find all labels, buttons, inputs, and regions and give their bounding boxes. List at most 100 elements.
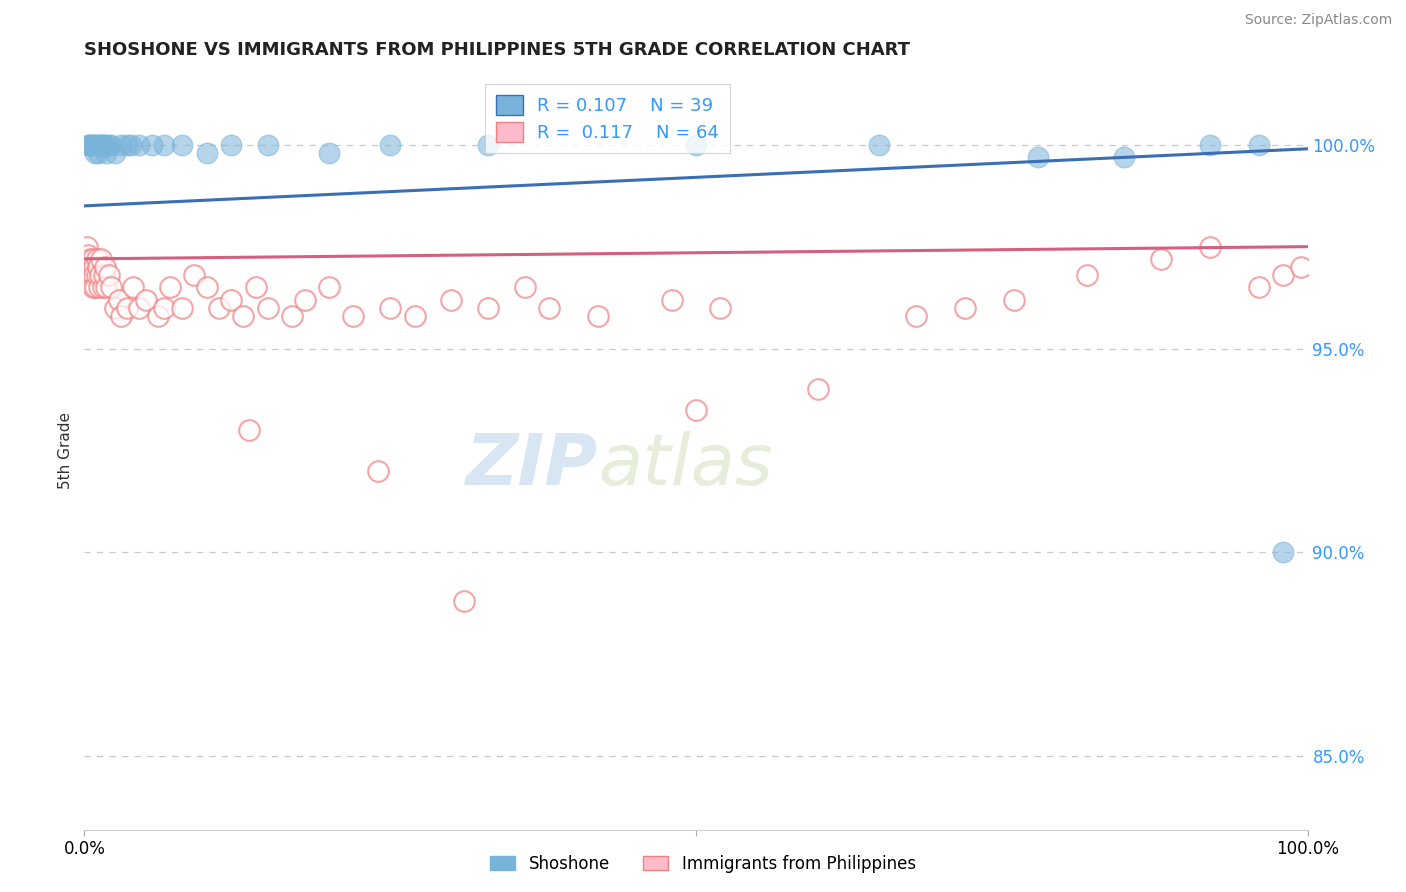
Point: [110, 137, 132, 152]
Point: [91, 137, 114, 152]
Text: SHOSHONE VS IMMIGRANTS FROM PHILIPPINES 5TH GRADE CORRELATION CHART: SHOSHONE VS IMMIGRANTS FROM PHILIPPINES …: [84, 41, 910, 59]
Point: [153, 301, 176, 315]
Point: [79, 137, 101, 152]
Point: [869, 137, 891, 152]
Point: [1247, 137, 1270, 152]
Point: [153, 137, 176, 152]
Point: [110, 309, 132, 323]
Point: [1028, 150, 1050, 164]
Point: [97, 137, 120, 152]
Point: [380, 301, 402, 315]
Point: [172, 137, 194, 152]
Point: [238, 423, 260, 437]
Point: [905, 309, 928, 323]
Point: [807, 382, 830, 396]
Point: [100, 280, 122, 294]
Point: [84, 280, 107, 294]
Point: [80, 260, 103, 274]
Point: [77, 137, 100, 152]
Point: [281, 309, 304, 323]
Y-axis label: 5th Grade: 5th Grade: [58, 412, 73, 489]
Point: [1002, 293, 1025, 307]
Point: [120, 137, 142, 152]
Point: [1150, 252, 1173, 266]
Point: [89, 268, 111, 282]
Point: [115, 301, 138, 315]
Point: [661, 293, 683, 307]
Point: [91, 280, 114, 294]
Point: [87, 137, 110, 152]
Point: [219, 137, 242, 152]
Point: [538, 301, 561, 315]
Point: [122, 280, 145, 294]
Point: [208, 301, 231, 315]
Point: [82, 252, 104, 266]
Legend: R = 0.107    N = 39, R =  0.117    N = 64: R = 0.107 N = 39, R = 0.117 N = 64: [485, 84, 730, 153]
Point: [257, 301, 280, 315]
Point: [87, 280, 110, 294]
Point: [86, 137, 108, 152]
Point: [77, 260, 100, 274]
Point: [146, 309, 169, 323]
Point: [953, 301, 976, 315]
Point: [477, 301, 499, 315]
Point: [172, 301, 194, 315]
Point: [79, 268, 101, 282]
Point: [94, 137, 117, 152]
Point: [86, 268, 108, 282]
Point: [1198, 240, 1220, 254]
Point: [453, 594, 475, 608]
Point: [87, 145, 110, 160]
Point: [89, 137, 111, 152]
Point: [96, 145, 118, 160]
Point: [685, 137, 707, 152]
Point: [586, 309, 609, 323]
Point: [79, 252, 101, 266]
Point: [77, 137, 100, 152]
Point: [1198, 137, 1220, 152]
Point: [77, 248, 100, 262]
Point: [232, 309, 254, 323]
Point: [159, 280, 181, 294]
Point: [94, 260, 117, 274]
Point: [80, 137, 103, 152]
Point: [318, 280, 340, 294]
Point: [76, 240, 98, 254]
Point: [107, 293, 129, 307]
Point: [96, 280, 118, 294]
Point: [318, 145, 340, 160]
Point: [83, 260, 105, 274]
Point: [128, 137, 150, 152]
Point: [380, 137, 402, 152]
Point: [195, 280, 218, 294]
Point: [100, 137, 122, 152]
Point: [257, 137, 280, 152]
Point: [83, 137, 105, 152]
Text: ZIP: ZIP: [465, 431, 598, 500]
Point: [195, 145, 218, 160]
Point: [1247, 280, 1270, 294]
Legend: Shoshone, Immigrants from Philippines: Shoshone, Immigrants from Philippines: [484, 848, 922, 880]
Text: atlas: atlas: [598, 431, 773, 500]
Point: [219, 293, 242, 307]
Point: [342, 309, 364, 323]
Point: [115, 137, 138, 152]
Point: [685, 402, 707, 417]
Point: [128, 301, 150, 315]
Point: [93, 137, 115, 152]
Point: [183, 268, 205, 282]
Point: [294, 293, 316, 307]
Point: [97, 268, 120, 282]
Point: [90, 252, 112, 266]
Text: Source: ZipAtlas.com: Source: ZipAtlas.com: [1244, 13, 1392, 28]
Point: [141, 137, 163, 152]
Point: [440, 293, 463, 307]
Point: [104, 145, 127, 160]
Point: [513, 280, 536, 294]
Point: [1272, 545, 1295, 559]
Point: [404, 309, 426, 323]
Point: [709, 301, 731, 315]
Point: [1272, 268, 1295, 282]
Point: [82, 137, 104, 152]
Point: [104, 301, 127, 315]
